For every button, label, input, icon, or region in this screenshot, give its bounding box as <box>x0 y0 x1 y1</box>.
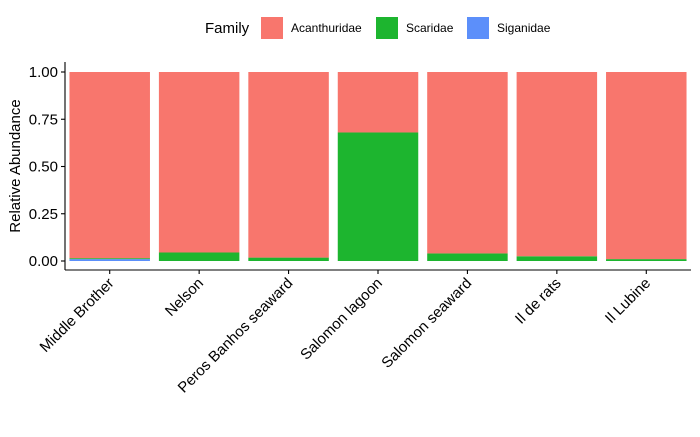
legend: Family Acanthuridae Scaridae Siganidae <box>205 17 551 39</box>
bar-segment-acanthuridae <box>69 72 150 259</box>
x-tick-label: Middle Brother <box>37 275 118 356</box>
bar-segment-acanthuridae <box>427 72 508 254</box>
legend-items: Acanthuridae Scaridae Siganidae <box>261 17 551 39</box>
x-tick-label: Nelson <box>162 275 207 320</box>
y-tick-label: 0.75 <box>29 111 58 128</box>
legend-swatch-acanthuridae <box>261 17 283 39</box>
y-tick-label: 1.00 <box>29 64 58 81</box>
bar-segment-scaridae <box>606 259 687 261</box>
y-tick-label: 0.00 <box>29 253 58 270</box>
bar-segment-scaridae <box>69 258 150 260</box>
bar-segment-acanthuridae <box>248 72 329 258</box>
bar-segment-scaridae <box>427 253 508 261</box>
bar-segment-acanthuridae <box>606 72 687 260</box>
legend-title: Family <box>205 20 250 37</box>
x-tick-label: Salomon lagoon <box>297 275 386 364</box>
y-ticks: 0.00 0.25 0.50 0.75 1.00 <box>29 64 65 270</box>
legend-label-acanthuridae: Acanthuridae <box>291 21 362 35</box>
bar-segment-scaridae <box>516 256 598 261</box>
bar-segment-scaridae <box>248 257 329 261</box>
legend-label-siganidae: Siganidae <box>497 21 551 35</box>
legend-swatch-scaridae <box>376 17 398 39</box>
bar-segment-siganidae <box>69 259 150 261</box>
bar-segment-scaridae <box>158 252 240 261</box>
y-tick-label: 0.25 <box>29 206 58 223</box>
y-axis-title: Relative Abundance <box>7 99 24 232</box>
x-tick-label: Il Lubine <box>602 275 654 327</box>
x-tick-label: Salomon seaward <box>378 275 475 372</box>
bar-segment-acanthuridae <box>158 72 240 253</box>
legend-swatch-siganidae <box>467 17 489 39</box>
y-tick-label: 0.50 <box>29 159 58 176</box>
bar-segment-scaridae <box>337 132 419 261</box>
x-tick-label: Il de rats <box>512 275 565 328</box>
legend-label-scaridae: Scaridae <box>406 21 454 35</box>
bars <box>69 72 687 261</box>
bar-segment-acanthuridae <box>337 72 419 133</box>
bar-segment-acanthuridae <box>516 72 598 257</box>
plot-area: 0.00 0.25 0.50 0.75 1.00 Middle Brother Nelso… <box>29 62 691 396</box>
